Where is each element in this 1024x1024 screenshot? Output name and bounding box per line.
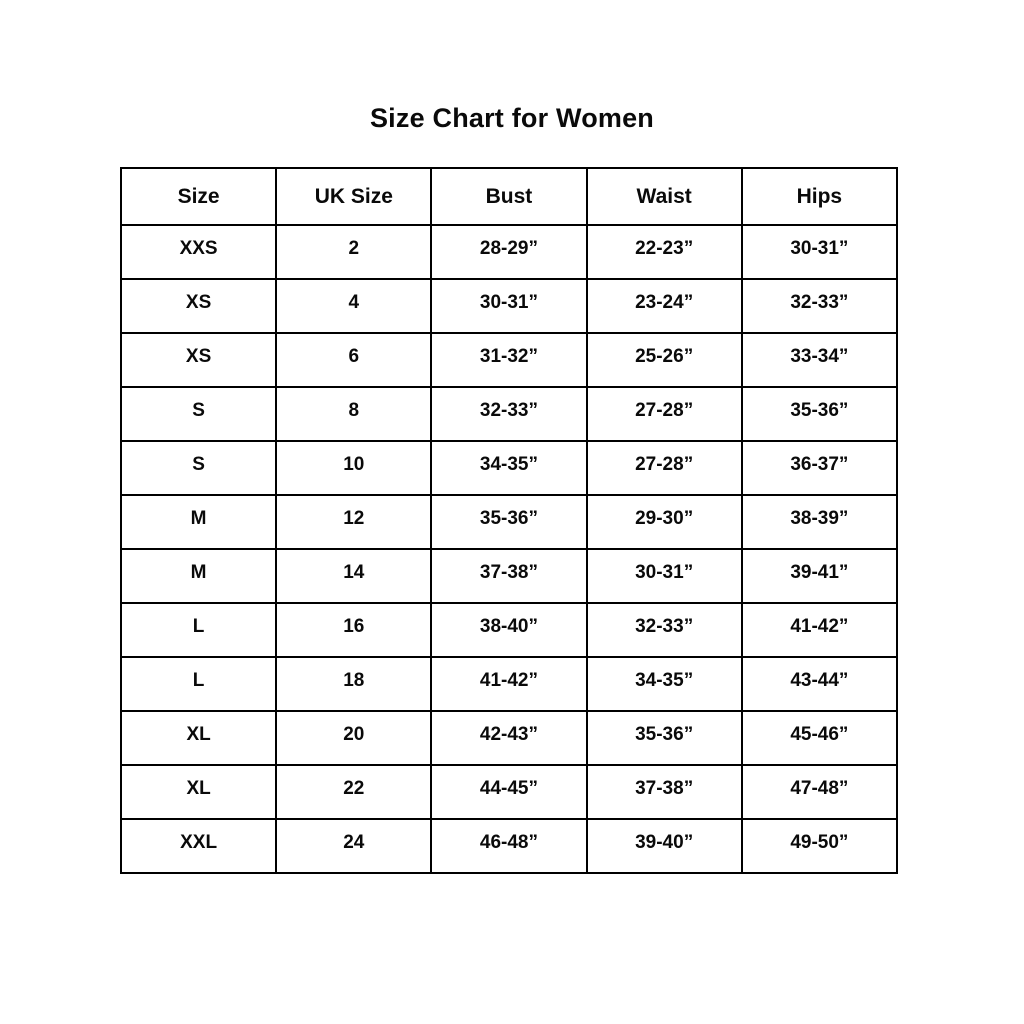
table-cell: XS [119,332,278,388]
table-cell: 16 [275,602,433,658]
table-cell: 12 [275,494,433,550]
table-cell: L [119,602,278,658]
table-cell: 35-36” [740,386,899,442]
table-cell: 30-31” [740,224,899,280]
table-cell: S [119,386,278,442]
table-cell: 35-36” [430,494,588,550]
table-cell: 34-35” [430,440,588,496]
table-cell: 33-34” [740,332,899,388]
table-body: XXS 2 28-29” 22-23” 30-31” XS 4 30-31” 23-24” 32-… [119,224,899,874]
table-cell: S [119,440,278,496]
table-cell: 42-43” [430,710,588,766]
table-row: XL 22 44-45” 37-38” 47-48” [119,764,899,820]
table-cell: 10 [275,440,433,496]
table-cell: XXL [119,818,278,874]
header-row: Size UK Size Bust Waist Hips [119,167,899,226]
table-cell: 30-31” [430,278,588,334]
table-row: XXL 24 46-48” 39-40” 49-50” [119,818,899,874]
table-cell: 20 [275,710,433,766]
table-cell: 38-40” [430,602,588,658]
table-cell: M [119,548,278,604]
column-header-uk-size: UK Size [275,167,433,226]
table-cell: 2 [275,224,433,280]
table-cell: XXS [119,224,278,280]
table-cell: 44-45” [430,764,588,820]
table-cell: 37-38” [430,548,588,604]
table-cell: 8 [275,386,433,442]
table-cell: 32-33” [585,602,743,658]
table-cell: 41-42” [430,656,588,712]
column-header-bust: Bust [430,167,588,226]
table-cell: 30-31” [585,548,743,604]
table-cell: 38-39” [740,494,899,550]
table-cell: 29-30” [585,494,743,550]
table-cell: 32-33” [740,278,899,334]
table-row: XS 4 30-31” 23-24” 32-33” [119,278,899,334]
table-cell: 18 [275,656,433,712]
column-header-hips: Hips [740,167,899,226]
table-cell: 32-33” [430,386,588,442]
table-cell: 24 [275,818,433,874]
table-cell: 39-41” [740,548,899,604]
table-cell: 43-44” [740,656,899,712]
table-cell: 36-37” [740,440,899,496]
table-cell: 22-23” [585,224,743,280]
table-cell: 41-42” [740,602,899,658]
table-cell: 22 [275,764,433,820]
table-cell: 27-28” [585,386,743,442]
table-cell: 46-48” [430,818,588,874]
table-header: Size UK Size Bust Waist Hips [119,167,899,226]
table-cell: 25-26” [585,332,743,388]
table-row: L 18 41-42” 34-35” 43-44” [119,656,899,712]
table-cell: 47-48” [740,764,899,820]
table-row: M 12 35-36” 29-30” 38-39” [119,494,899,550]
table-row: S 10 34-35” 27-28” 36-37” [119,440,899,496]
size-chart-table: Size UK Size Bust Waist Hips XXS 2 28-29” 2… [119,167,899,874]
table-row: S 8 32-33” 27-28” 35-36” [119,386,899,442]
table-cell: 39-40” [585,818,743,874]
table-cell: 45-46” [740,710,899,766]
table-cell: 6 [275,332,433,388]
table-cell: XL [119,764,278,820]
table-cell: XL [119,710,278,766]
table-cell: 27-28” [585,440,743,496]
table-cell: 31-32” [430,332,588,388]
table-cell: XS [119,278,278,334]
column-header-waist: Waist [585,167,743,226]
table-cell: 4 [275,278,433,334]
page-title: Size Chart for Women [369,103,655,133]
table-row: L 16 38-40” 32-33” 41-42” [119,602,899,658]
table-row: XXS 2 28-29” 22-23” 30-31” [119,224,899,280]
table-cell: 28-29” [430,224,588,280]
table-row: M 14 37-38” 30-31” 39-41” [119,548,899,604]
table-cell: 49-50” [740,818,899,874]
table-row: XS 6 31-32” 25-26” 33-34” [119,332,899,388]
table-cell: 34-35” [585,656,743,712]
table-cell: 23-24” [585,278,743,334]
table-cell: L [119,656,278,712]
column-header-size: Size [119,167,278,226]
table-cell: 37-38” [585,764,743,820]
table-row: XL 20 42-43” 35-36” 45-46” [119,710,899,766]
table-cell: 14 [275,548,433,604]
table-cell: M [119,494,278,550]
table-cell: 35-36” [585,710,743,766]
